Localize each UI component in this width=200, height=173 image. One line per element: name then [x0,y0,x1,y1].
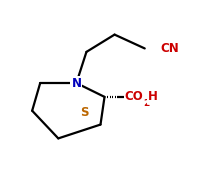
Text: 2: 2 [143,99,149,108]
Text: S: S [80,106,88,119]
Text: N: N [71,76,81,90]
Text: CO: CO [124,90,143,103]
Text: H: H [147,90,157,103]
Text: CN: CN [160,42,179,55]
